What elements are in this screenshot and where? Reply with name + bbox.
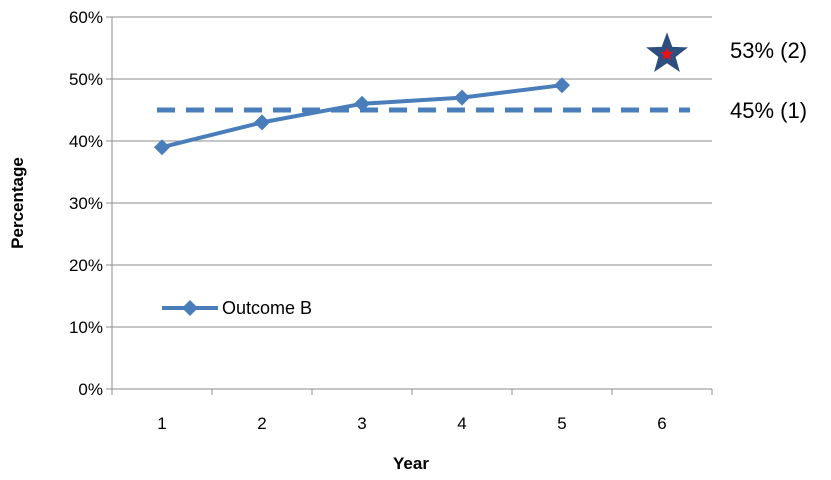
data-point bbox=[454, 89, 470, 106]
series-group bbox=[154, 77, 570, 156]
y-tick-label: 10% bbox=[69, 318, 103, 337]
y-tick-label: 60% bbox=[69, 8, 103, 27]
y-tick-label: 40% bbox=[69, 132, 103, 151]
star-marker-center bbox=[660, 47, 674, 60]
x-tick-label: 5 bbox=[557, 414, 566, 433]
x-tick-label: 2 bbox=[257, 414, 266, 433]
y-axis-title: Percentage bbox=[8, 157, 27, 249]
x-tick-label: 6 bbox=[657, 414, 666, 433]
legend-label: Outcome B bbox=[222, 298, 312, 318]
reference-line-label: 45% (1) bbox=[730, 98, 807, 123]
star-marker-label: 53% (2) bbox=[730, 38, 807, 63]
y-tick-label: 50% bbox=[69, 70, 103, 89]
x-tick-label: 4 bbox=[457, 414, 466, 433]
gridlines bbox=[112, 16, 712, 328]
reference-line-group: 45% (1) bbox=[157, 98, 807, 123]
data-point bbox=[354, 95, 370, 112]
x-axis-title: Year bbox=[393, 454, 429, 473]
x-tick-label: 3 bbox=[357, 414, 366, 433]
y-tick-label: 30% bbox=[69, 194, 103, 213]
data-point bbox=[154, 139, 170, 156]
legend: Outcome B bbox=[162, 298, 312, 318]
axes: 0% 10% 20% 30% 40% 50% 60% 1 2 3 4 5 6 bbox=[69, 8, 713, 433]
series-line bbox=[161, 83, 563, 150]
x-tick-label: 1 bbox=[157, 414, 166, 433]
data-point bbox=[254, 114, 270, 131]
data-point bbox=[554, 77, 570, 94]
legend-swatch-marker bbox=[182, 300, 198, 316]
y-tick-label: 0% bbox=[78, 380, 103, 399]
y-tick-label: 20% bbox=[69, 256, 103, 275]
target-marker-group: 53% (2) bbox=[646, 32, 807, 72]
